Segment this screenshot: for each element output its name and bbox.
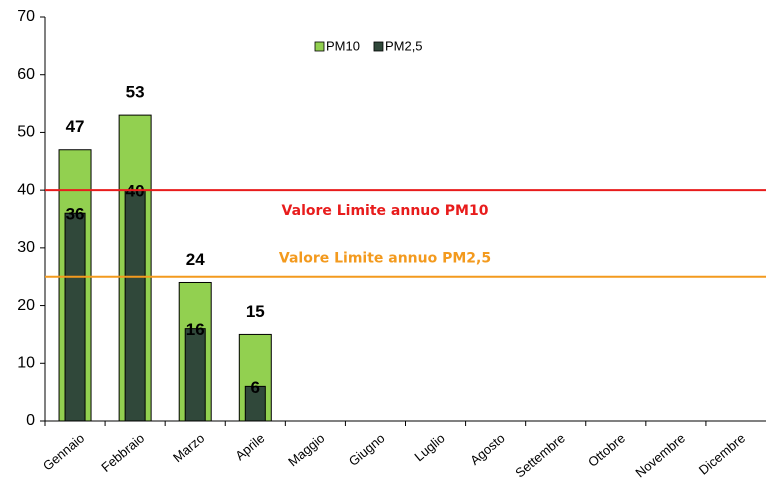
y-tick-label: 0 bbox=[26, 412, 35, 429]
x-tick-label: Giugno bbox=[346, 430, 388, 468]
reference-label: Valore Limite annuo PM10 bbox=[282, 203, 489, 219]
bar bbox=[64, 212, 86, 422]
x-tick-label: Maggio bbox=[285, 430, 327, 469]
data-label: 36 bbox=[66, 205, 85, 224]
legend-label: PM2,5 bbox=[385, 38, 423, 53]
y-tick-label: 20 bbox=[17, 297, 35, 314]
y-tick-label: 50 bbox=[17, 124, 35, 141]
y-tick-label: 40 bbox=[17, 181, 35, 198]
reference-label: Valore Limite annuo PM2,5 bbox=[279, 251, 491, 267]
bar bbox=[124, 189, 146, 422]
x-tick-label: Ottobre bbox=[585, 430, 628, 469]
bar bbox=[244, 385, 266, 422]
legend-label: PM10 bbox=[326, 38, 360, 53]
y-tick-label: 30 bbox=[17, 239, 35, 256]
x-tick-label: Novembre bbox=[632, 430, 688, 480]
data-label: 24 bbox=[186, 250, 205, 269]
data-label: 15 bbox=[246, 302, 265, 321]
x-tick-label: Agosto bbox=[467, 430, 508, 468]
x-tick-label: Gennaio bbox=[40, 430, 87, 473]
data-label: 16 bbox=[186, 320, 205, 339]
x-tick-label: Settembre bbox=[512, 430, 568, 480]
x-tick-label: Aprile bbox=[232, 430, 267, 463]
legend-swatch bbox=[314, 41, 325, 52]
legend-swatch bbox=[373, 41, 384, 52]
data-label: 53 bbox=[126, 83, 145, 102]
x-tick-label: Marzo bbox=[170, 430, 207, 465]
y-tick-label: 70 bbox=[17, 8, 35, 25]
y-tick-label: 10 bbox=[17, 355, 35, 372]
x-tick-label: Dicembre bbox=[696, 430, 748, 477]
data-label: 6 bbox=[251, 378, 260, 397]
data-label: 47 bbox=[66, 117, 85, 136]
y-tick-label: 60 bbox=[17, 66, 35, 83]
x-tick-label: Luglio bbox=[411, 430, 447, 464]
x-tick-label: Febbraio bbox=[98, 430, 147, 474]
bar bbox=[184, 328, 206, 422]
